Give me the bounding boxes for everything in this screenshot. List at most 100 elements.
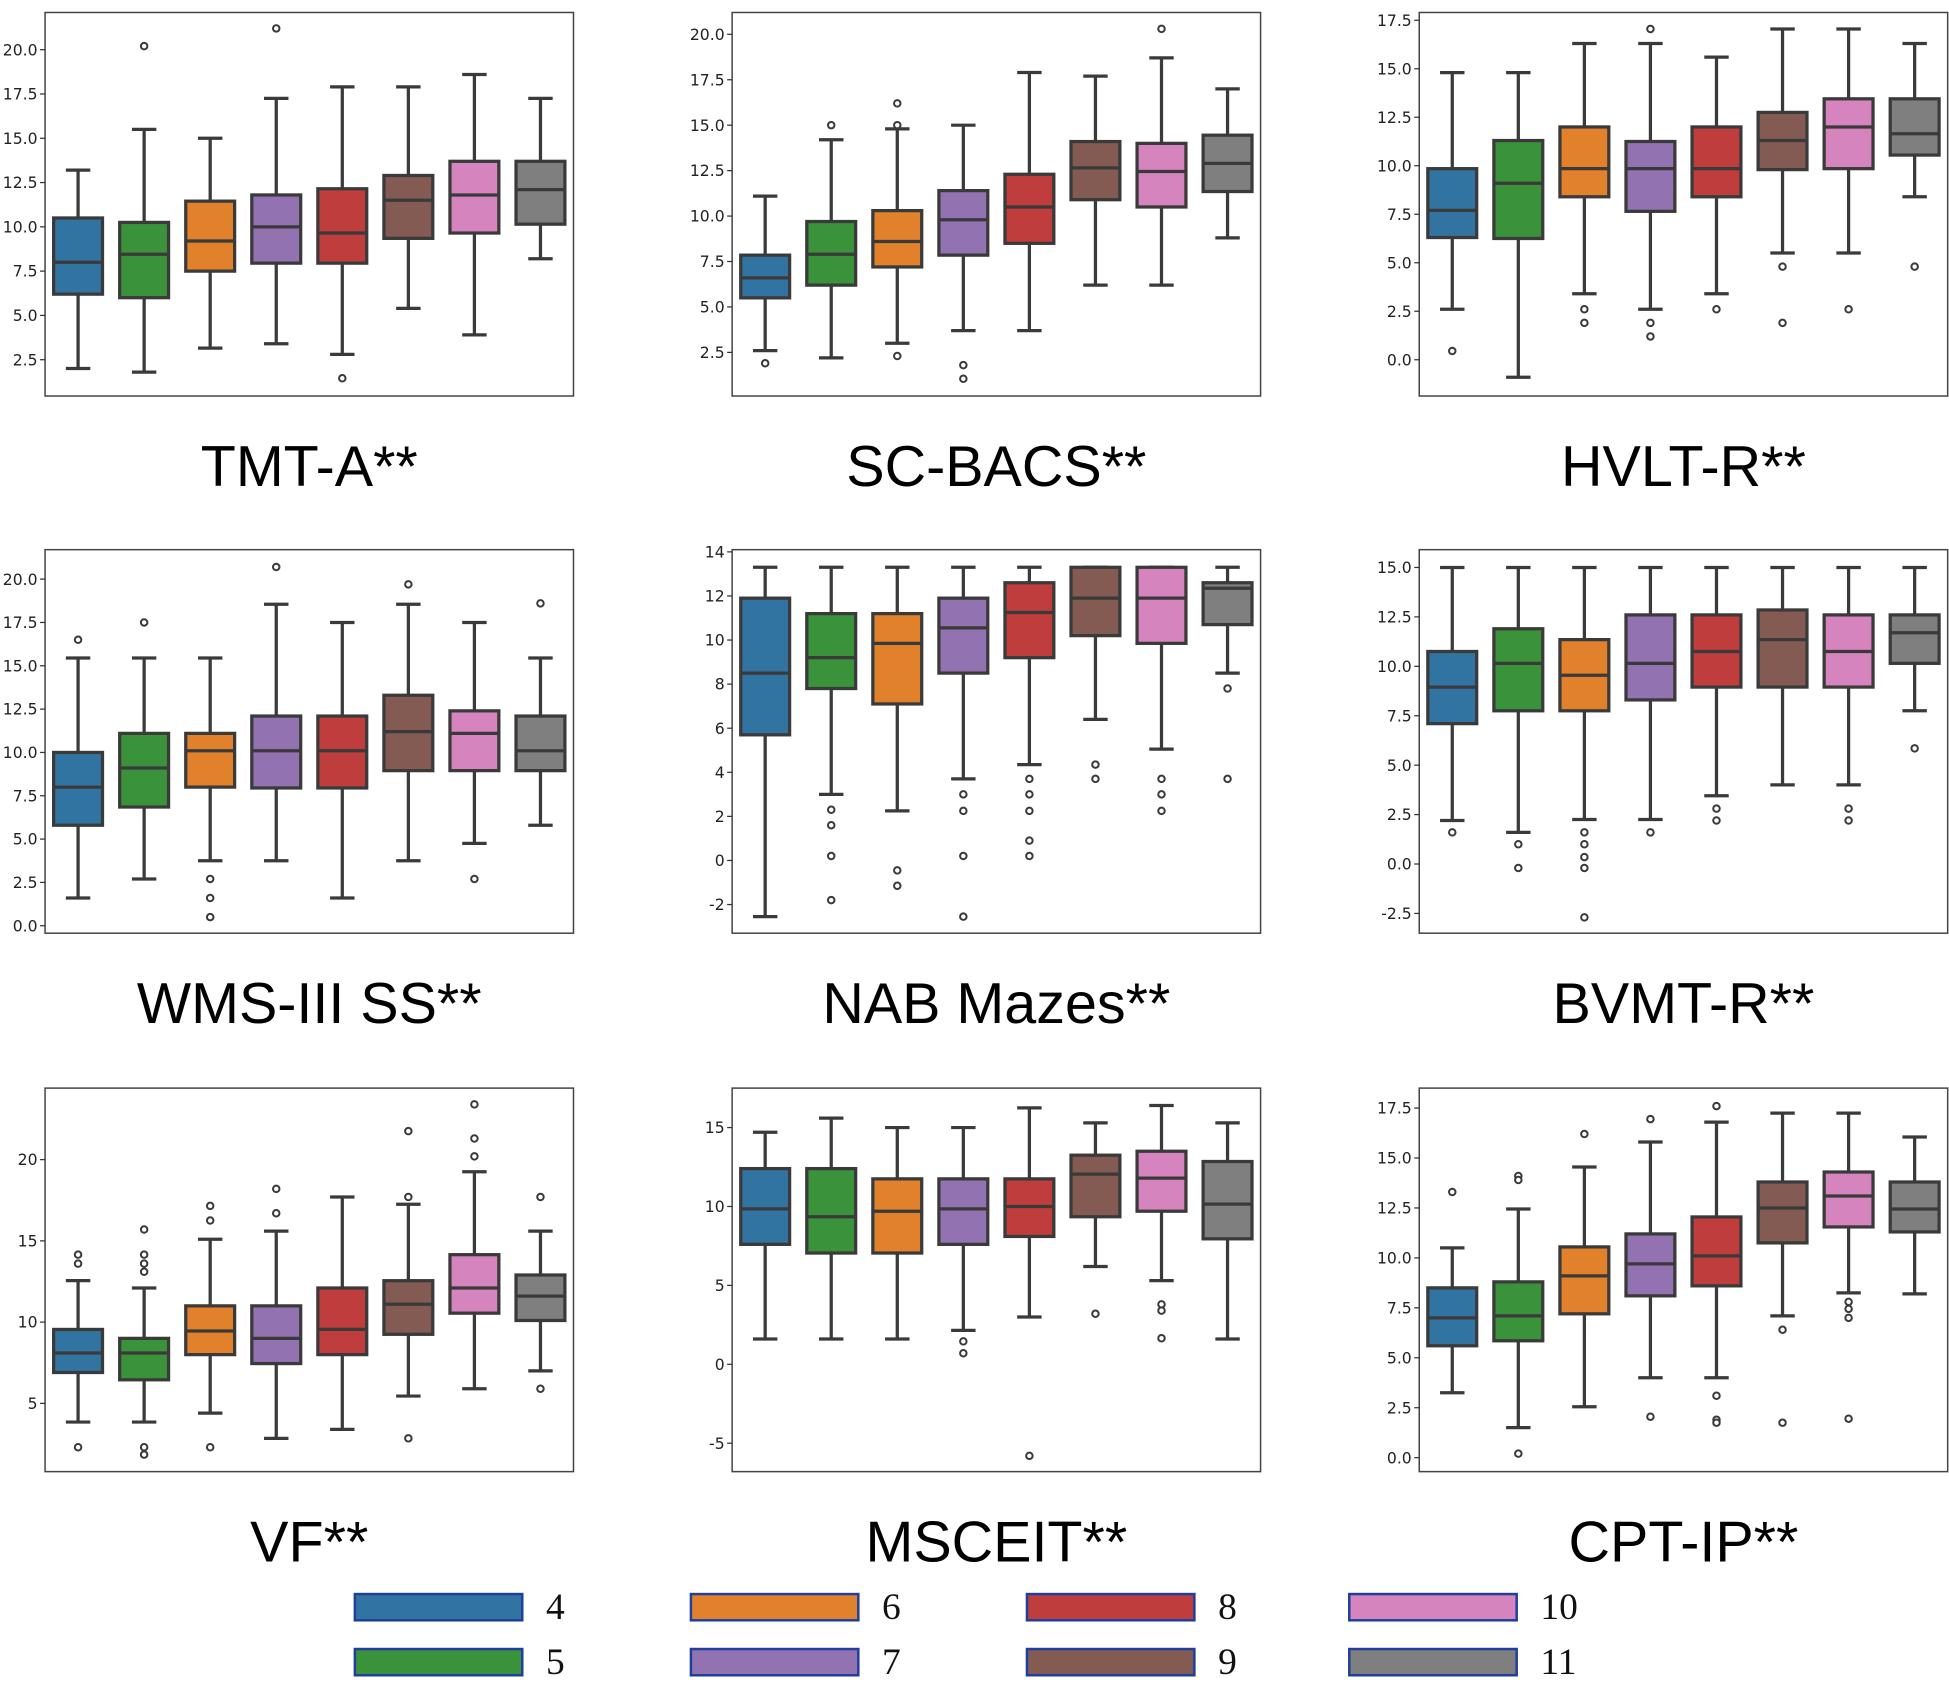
iqr-box bbox=[1888, 97, 1941, 157]
iqr-box bbox=[448, 159, 501, 235]
box-group-10 bbox=[448, 1100, 501, 1391]
outlier-point bbox=[73, 1259, 83, 1268]
outlier-point bbox=[1157, 1334, 1166, 1343]
legend-item-6: 6 bbox=[689, 1587, 901, 1628]
box-group-6 bbox=[871, 565, 924, 891]
legend-swatch bbox=[1348, 1647, 1518, 1677]
y-tick-label: 10.0 bbox=[3, 744, 38, 762]
subplot-4: -2 0 2 4 6 8 10 12 14 NAB Mazes** bbox=[705, 544, 1262, 1036]
iqr-box bbox=[184, 731, 237, 789]
outlier-point bbox=[470, 1134, 479, 1143]
iqr-box bbox=[514, 1273, 567, 1323]
y-tick-label: 6 bbox=[715, 720, 725, 738]
y-tick-label: 7.5 bbox=[700, 253, 725, 271]
y-tick-label: 5 bbox=[715, 1277, 725, 1295]
box-group-8 bbox=[1690, 565, 1743, 825]
outlier-point bbox=[959, 790, 968, 799]
y-tick-label: 0 bbox=[715, 852, 725, 870]
y-tick-label: -2 bbox=[709, 896, 725, 914]
y-tick-label: 10 bbox=[705, 632, 725, 650]
y-tick-label: 10.0 bbox=[690, 208, 725, 226]
outlier-point bbox=[1157, 24, 1166, 34]
outlier-point bbox=[959, 1349, 968, 1358]
outlier-point bbox=[1778, 318, 1787, 328]
legend-swatch bbox=[1348, 1592, 1518, 1622]
subplot-2: 0.0 2.5 5.0 7.5 10.0 12.5 15.0 17.5 HVLT-R** bbox=[1377, 11, 1949, 499]
y-tick-label: 20 bbox=[18, 1151, 38, 1169]
outlier-point bbox=[1910, 262, 1919, 271]
box-group-9 bbox=[1069, 1121, 1122, 1319]
outlier-point bbox=[1091, 774, 1100, 784]
iqr-box bbox=[1756, 1180, 1809, 1245]
outlier-point bbox=[536, 599, 545, 608]
outlier-point bbox=[139, 1225, 149, 1234]
y-tick-label: 0.0 bbox=[1387, 351, 1412, 369]
iqr-box bbox=[118, 220, 171, 300]
outlier-point bbox=[470, 874, 479, 884]
outlier-point bbox=[1025, 851, 1034, 861]
box-group-10 bbox=[448, 620, 501, 884]
box-group-7 bbox=[937, 1125, 990, 1358]
outlier-point bbox=[1712, 305, 1721, 314]
outlier-point bbox=[271, 562, 281, 572]
box-group-5 bbox=[805, 120, 858, 360]
outlier-point bbox=[1091, 760, 1100, 769]
legend: 4 5 6 7 8 9 10 11 bbox=[353, 1587, 1578, 1683]
y-tick-label: 2.5 bbox=[1387, 806, 1412, 824]
y-tick-label: 2.5 bbox=[1387, 303, 1412, 321]
box-group-11 bbox=[514, 96, 567, 261]
outlier-point bbox=[404, 1192, 413, 1202]
outlier-point bbox=[893, 881, 902, 891]
y-tick-label: 12.5 bbox=[3, 174, 38, 192]
iqr-box bbox=[1069, 1153, 1122, 1219]
y-tick-label: 15.0 bbox=[3, 657, 38, 675]
legend-item-10: 10 bbox=[1348, 1587, 1578, 1628]
outlier-point bbox=[1844, 1304, 1853, 1314]
legend-item-4: 4 bbox=[353, 1587, 565, 1628]
box-group-6 bbox=[1558, 1129, 1611, 1409]
box-group-5 bbox=[118, 1225, 171, 1459]
outlier-point bbox=[1580, 913, 1589, 922]
outlier-point bbox=[1712, 1418, 1721, 1427]
iqr-box bbox=[1069, 565, 1122, 638]
y-tick-label: -2.5 bbox=[1381, 905, 1411, 923]
y-tick-label: 12.5 bbox=[1377, 1200, 1412, 1218]
y-tick-label: 0.0 bbox=[1387, 856, 1412, 874]
box-group-11 bbox=[1888, 1135, 1941, 1296]
iqr-box bbox=[871, 208, 924, 269]
outlier-point bbox=[139, 1450, 149, 1459]
y-tick-label: 0 bbox=[715, 1356, 725, 1374]
outlier-point bbox=[271, 1208, 281, 1218]
legend-label: 4 bbox=[546, 1587, 565, 1628]
outlier-point bbox=[139, 1250, 149, 1259]
outlier-point bbox=[1025, 1451, 1034, 1461]
outlier-point bbox=[893, 99, 902, 108]
outlier-point bbox=[1580, 1129, 1589, 1139]
iqr-box bbox=[118, 731, 171, 809]
y-tick-label: 20.0 bbox=[3, 571, 38, 589]
outlier-point bbox=[271, 24, 281, 33]
outlier-point bbox=[1025, 806, 1034, 816]
legend-label: 11 bbox=[1540, 1642, 1576, 1683]
plot-frame bbox=[1418, 548, 1949, 934]
y-tick-label: 7.5 bbox=[1387, 1299, 1412, 1317]
y-tick-label: 2.5 bbox=[13, 351, 38, 369]
legend-label: 10 bbox=[1540, 1587, 1577, 1628]
plot-frame bbox=[1418, 1087, 1949, 1473]
y-tick-label: 5.0 bbox=[700, 299, 725, 317]
outlier-point bbox=[1712, 816, 1721, 825]
outlier-point bbox=[1580, 305, 1589, 314]
outlier-point bbox=[205, 1443, 215, 1452]
box-group-8 bbox=[316, 1195, 369, 1432]
box-group-4 bbox=[52, 1250, 105, 1452]
box-group-9 bbox=[1069, 74, 1122, 287]
outlier-point bbox=[1223, 684, 1232, 693]
outlier-point bbox=[893, 866, 902, 875]
box-group-11 bbox=[1888, 565, 1941, 753]
outlier-point bbox=[959, 912, 968, 921]
outlier-point bbox=[1157, 1306, 1166, 1315]
iqr-box bbox=[1624, 613, 1677, 702]
iqr-box bbox=[184, 199, 237, 273]
outlier-point bbox=[470, 1152, 479, 1161]
outlier-point bbox=[1844, 305, 1853, 314]
